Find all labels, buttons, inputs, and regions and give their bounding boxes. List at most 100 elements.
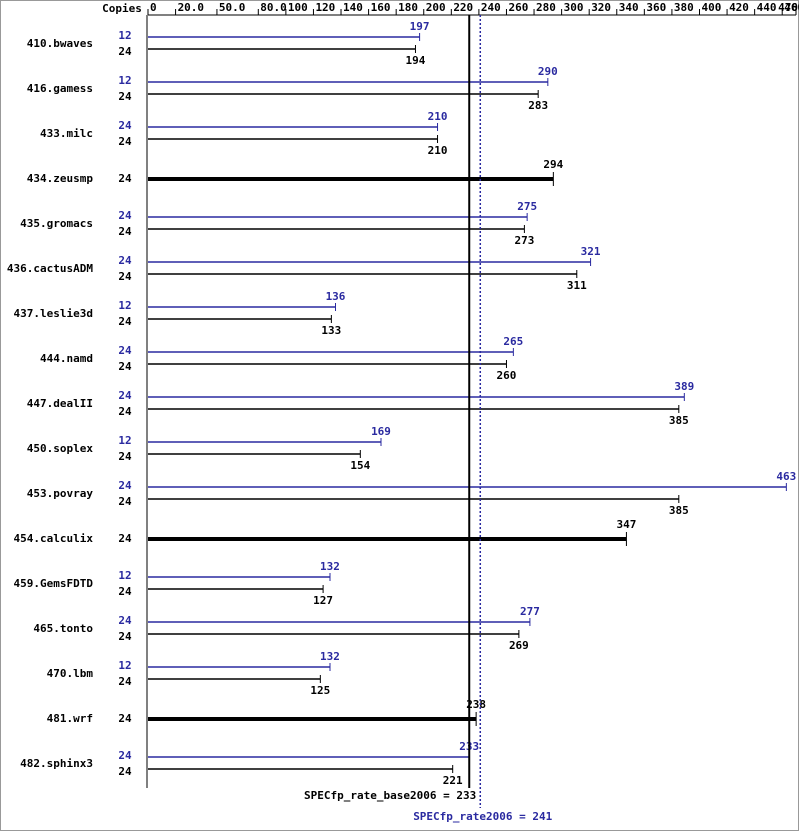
peak-copies: 24	[118, 119, 132, 132]
benchmark-label: 436.cactusADM	[7, 262, 93, 275]
base-value-label: 294	[543, 158, 563, 171]
base-value-label: 133	[321, 324, 341, 337]
base-copies: 24	[118, 765, 132, 778]
benchmark-label: 470.lbm	[47, 667, 94, 680]
peak-value-label: 132	[320, 650, 340, 663]
x-tick-label: 440	[757, 1, 777, 14]
base-copies: 24	[118, 675, 132, 688]
benchmark-label: 437.leslie3d	[14, 307, 93, 320]
base-copies: 24	[118, 450, 132, 463]
base-copies: 24	[118, 172, 132, 185]
x-tick-label: 360	[646, 1, 666, 14]
peak-copies: 24	[118, 614, 132, 627]
peak-value-label: 389	[674, 380, 694, 393]
peak-value-label: 265	[503, 335, 523, 348]
peak-copies: 24	[118, 344, 132, 357]
x-tick-label: 0	[150, 1, 157, 14]
peak-copies: 12	[118, 299, 131, 312]
base-value-label: 194	[406, 54, 426, 67]
x-tick-label: 470	[778, 1, 798, 14]
benchmark-label: 447.dealII	[27, 397, 93, 410]
base-value-label: 347	[616, 518, 636, 531]
base-value-label: 125	[310, 684, 330, 697]
base-value-label: 273	[514, 234, 534, 247]
base-copies: 24	[118, 712, 132, 725]
peak-value-label: 277	[520, 605, 540, 618]
x-tick-label: 460	[784, 1, 799, 14]
peak-copies: 24	[118, 209, 132, 222]
base-value-label: 127	[313, 594, 333, 607]
base-value-label: 260	[497, 369, 517, 382]
base-copies: 24	[118, 630, 132, 643]
base-value-label: 385	[669, 414, 689, 427]
x-tick-label: 320	[591, 1, 611, 14]
peak-copies: 12	[118, 434, 131, 447]
x-tick-label: 200	[426, 1, 446, 14]
base-value-label: 154	[350, 459, 370, 472]
peak-value-label: 169	[371, 425, 391, 438]
base-value-label: 221	[443, 774, 463, 787]
peak-copies: 12	[118, 74, 131, 87]
base-value-label: 269	[509, 639, 529, 652]
base-copies: 24	[118, 405, 132, 418]
benchmark-label: 453.povray	[27, 487, 94, 500]
peak-copies: 24	[118, 254, 132, 267]
reference-label: SPECfp_rate2006 = 241	[413, 810, 552, 823]
x-tick-label: 50.0	[219, 1, 246, 14]
x-tick-label: 120	[315, 1, 335, 14]
peak-value-label: 197	[410, 20, 430, 33]
base-value-label: 210	[428, 144, 448, 157]
base-copies: 24	[118, 495, 132, 508]
peak-copies: 12	[118, 569, 131, 582]
benchmark-label: 435.gromacs	[20, 217, 93, 230]
benchmark-label: 416.gamess	[27, 82, 93, 95]
peak-value-label: 321	[581, 245, 601, 258]
peak-value-label: 136	[326, 290, 346, 303]
x-tick-label: 100	[288, 1, 308, 14]
x-tick-label: 140	[343, 1, 363, 14]
base-value-label: 238	[466, 698, 486, 711]
x-tick-label: 240	[481, 1, 501, 14]
benchmark-label: 465.tonto	[33, 622, 93, 635]
peak-value-label: 210	[428, 110, 448, 123]
reference-label: SPECfp_rate_base2006 = 233	[304, 789, 476, 802]
x-tick-label: 80.0	[260, 1, 287, 14]
peak-value-label: 290	[538, 65, 558, 78]
base-copies: 24	[118, 360, 132, 373]
x-tick-label: 380	[674, 1, 694, 14]
base-copies: 24	[118, 135, 132, 148]
base-copies: 24	[118, 315, 132, 328]
benchmark-label: 433.milc	[40, 127, 93, 140]
x-tick-label: 260	[508, 1, 528, 14]
base-value-label: 385	[669, 504, 689, 517]
peak-value-label: 132	[320, 560, 340, 573]
x-tick-label: 160	[371, 1, 391, 14]
benchmark-label: 434.zeusmp	[27, 172, 94, 185]
benchmark-label: 444.namd	[40, 352, 93, 365]
peak-copies: 12	[118, 29, 131, 42]
base-copies: 24	[118, 225, 132, 238]
benchmark-label: 454.calculix	[14, 532, 94, 545]
x-tick-label: 280	[536, 1, 556, 14]
benchmark-label: 459.GemsFDTD	[14, 577, 94, 590]
base-copies: 24	[118, 270, 132, 283]
base-copies: 24	[118, 45, 132, 58]
benchmark-label: 450.soplex	[27, 442, 94, 455]
peak-copies: 12	[118, 659, 131, 672]
peak-value-label: 463	[776, 470, 796, 483]
x-tick-label: 400	[701, 1, 721, 14]
base-value-label: 311	[567, 279, 587, 292]
benchmark-label: 482.sphinx3	[20, 757, 93, 770]
copies-header: Copies	[102, 2, 142, 15]
benchmark-label: 410.bwaves	[27, 37, 93, 50]
base-copies: 24	[118, 532, 132, 545]
peak-value-label: 275	[517, 200, 537, 213]
x-tick-label: 20.0	[178, 1, 205, 14]
peak-copies: 24	[118, 749, 132, 762]
x-tick-label: 420	[729, 1, 749, 14]
x-tick-label: 340	[619, 1, 639, 14]
base-value-label: 283	[528, 99, 548, 112]
x-tick-label: 300	[564, 1, 584, 14]
x-tick-label: 220	[453, 1, 473, 14]
